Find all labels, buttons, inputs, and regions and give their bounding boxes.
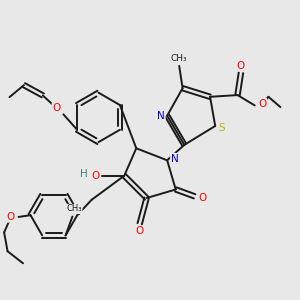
Text: O: O bbox=[136, 226, 144, 236]
Text: S: S bbox=[219, 123, 225, 133]
Text: O: O bbox=[52, 103, 61, 113]
Text: CH₃: CH₃ bbox=[171, 54, 188, 63]
Text: O: O bbox=[258, 99, 266, 109]
Text: CH₃: CH₃ bbox=[66, 205, 82, 214]
Text: N: N bbox=[171, 154, 178, 164]
Text: O: O bbox=[237, 61, 245, 71]
Text: O: O bbox=[198, 193, 206, 203]
Text: H: H bbox=[80, 169, 88, 179]
Text: O: O bbox=[92, 171, 100, 181]
Text: O: O bbox=[7, 212, 15, 222]
Text: N: N bbox=[157, 111, 165, 121]
